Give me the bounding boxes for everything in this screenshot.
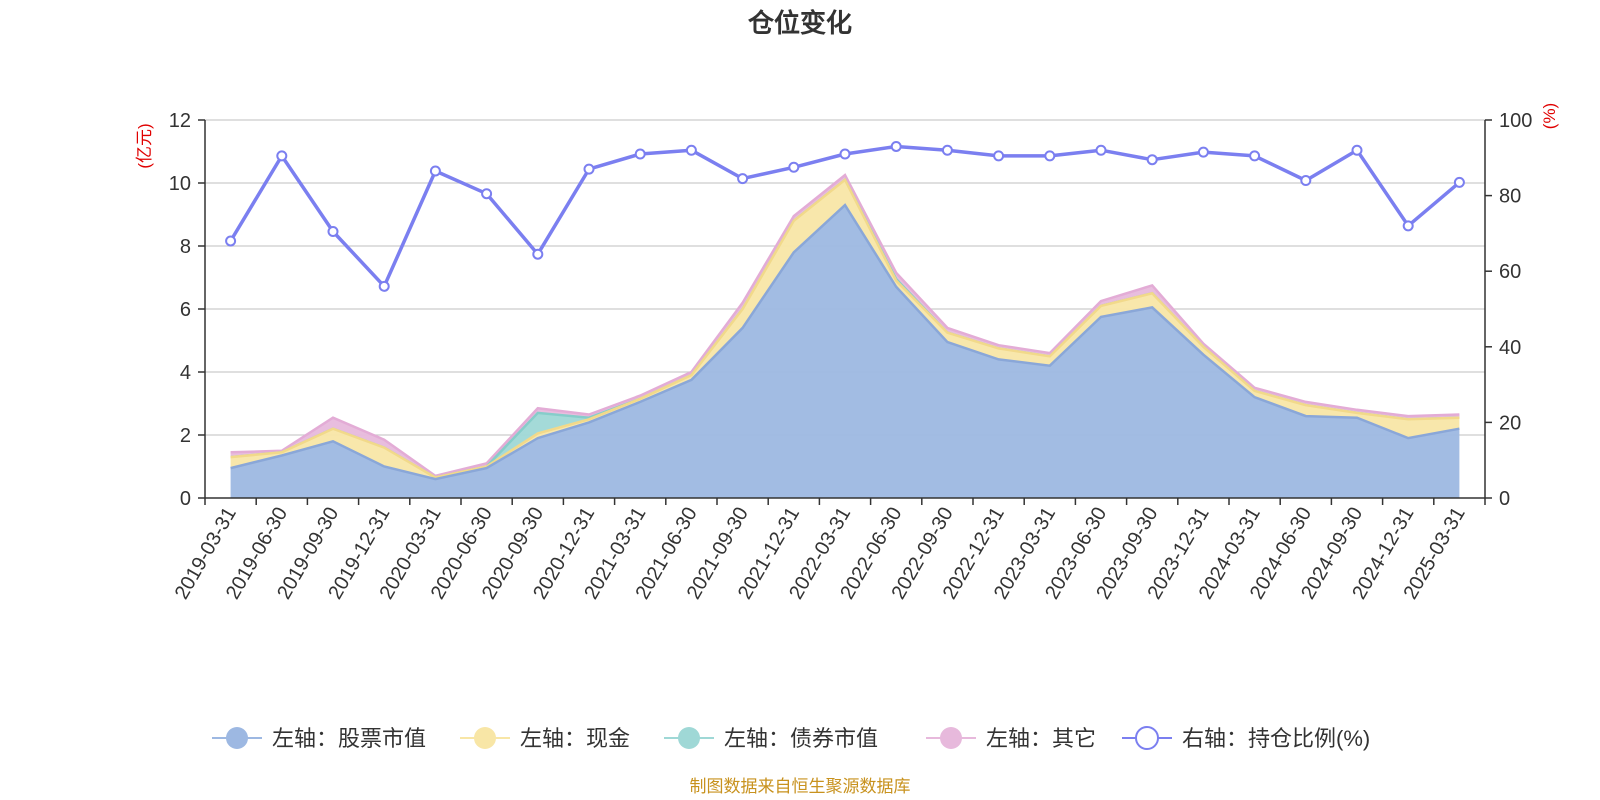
right-tick-label: 80 <box>1499 186 1521 208</box>
left-tick-label: 8 <box>180 236 191 258</box>
legend-label: 左轴：债券市值 <box>724 726 878 751</box>
legend: 左轴：股票市值 左轴：现金 左轴：债券市值 左轴：其它 右轴：持仓比例(%) <box>212 726 1370 751</box>
legend-label: 左轴：股票市值 <box>272 726 426 751</box>
ratio-point <box>327 226 339 238</box>
area-line-0 <box>230 203 1460 481</box>
ratio-point <box>1197 146 1209 158</box>
ratio-point <box>1146 154 1158 166</box>
legend-label: 左轴：现金 <box>520 726 630 751</box>
ratio-point <box>993 150 1005 162</box>
ratio-point <box>1402 220 1414 232</box>
ratio-point <box>1351 144 1363 156</box>
left-axis-unit: (亿元) <box>135 123 154 168</box>
ratio-point <box>1095 144 1107 156</box>
ratio-point <box>1453 176 1465 188</box>
right-tick-label: 60 <box>1499 261 1521 283</box>
ratio-line-layer <box>225 140 1465 292</box>
right-axis-unit: (%) <box>1540 103 1559 129</box>
ratio-point <box>481 188 493 200</box>
right-tick-label: 100 <box>1499 110 1532 132</box>
right-tick-label: 0 <box>1499 488 1510 510</box>
area-0 <box>230 205 1460 498</box>
ratio-point <box>429 165 441 177</box>
ratio-point <box>583 163 595 175</box>
legend-marker <box>474 727 496 749</box>
ratio-point <box>634 148 646 160</box>
left-tick-label: 6 <box>180 299 191 321</box>
legend-marker <box>940 727 962 749</box>
area-line-1 <box>230 177 1460 479</box>
ratio-point <box>890 140 902 152</box>
left-tick-label: 0 <box>180 488 191 510</box>
ratio-point <box>378 280 390 292</box>
ratio-point <box>839 148 851 160</box>
area-1 <box>230 179 1460 480</box>
legend-marker <box>226 727 248 749</box>
legend-item-2: 左轴：债券市值 <box>664 726 878 751</box>
legend-marker <box>678 727 700 749</box>
legend-item-1: 左轴：现金 <box>460 726 630 751</box>
chart-title: 仓位变化 <box>747 8 852 38</box>
ratio-point <box>532 248 544 260</box>
left-tick-label: 2 <box>180 425 191 447</box>
ratio-point <box>276 150 288 162</box>
right-tick-label: 20 <box>1499 412 1521 434</box>
source-note: 制图数据来自恒生聚源数据库 <box>690 777 911 796</box>
ratio-point <box>788 161 800 173</box>
ratio-point <box>737 173 749 185</box>
ratio-point <box>685 144 697 156</box>
ratio-point <box>1044 150 1056 162</box>
ratio-point <box>225 235 237 247</box>
left-tick-label: 10 <box>169 173 191 195</box>
legend-marker <box>1135 726 1159 750</box>
area-line-3 <box>230 173 1460 478</box>
ratio-point <box>941 144 953 156</box>
left-tick-label: 4 <box>180 362 191 384</box>
stacked-areas <box>230 173 1460 498</box>
left-tick-label: 12 <box>169 110 191 132</box>
right-tick-label: 40 <box>1499 337 1521 359</box>
legend-item-4: 右轴：持仓比例(%) <box>1122 726 1370 751</box>
legend-label: 右轴：持仓比例(%) <box>1182 726 1370 751</box>
legend-item-3: 左轴：其它 <box>926 726 1096 751</box>
legend-item-0: 左轴：股票市值 <box>212 726 426 751</box>
ratio-point <box>1249 150 1261 162</box>
ratio-point <box>1300 174 1312 186</box>
legend-label: 左轴：其它 <box>986 726 1096 751</box>
